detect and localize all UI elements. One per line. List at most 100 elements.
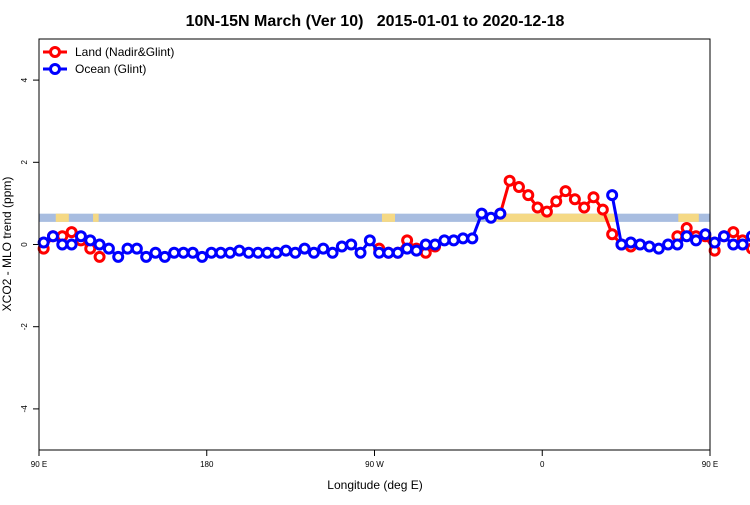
data-point xyxy=(84,234,97,247)
data-point xyxy=(671,238,684,251)
data-point xyxy=(56,238,69,251)
data-point xyxy=(410,244,423,257)
data-point xyxy=(102,242,115,255)
axes: 90 E 180 90 W 0 90 E -4 -2 0 2 4 xyxy=(20,77,718,469)
data-point xyxy=(559,185,572,198)
data-point xyxy=(382,246,395,259)
data-point xyxy=(484,211,497,224)
data-point xyxy=(46,230,59,243)
data-point xyxy=(606,189,619,202)
land-band-segment xyxy=(55,213,69,222)
data-point xyxy=(298,242,311,255)
legend-land-label: Land (Nadir&Glint) xyxy=(75,45,174,59)
data-point xyxy=(615,238,628,251)
data-point xyxy=(93,250,106,263)
data-point xyxy=(606,228,619,241)
series-ocean xyxy=(37,189,750,263)
data-point xyxy=(568,193,581,206)
data-point xyxy=(401,242,414,255)
data-point xyxy=(624,236,637,249)
data-point xyxy=(261,246,274,259)
data-point xyxy=(596,203,609,216)
data-point xyxy=(363,234,376,247)
data-point xyxy=(130,242,143,255)
data-point xyxy=(429,238,442,251)
data-point xyxy=(307,246,320,259)
data-point xyxy=(335,240,348,253)
data-point xyxy=(196,250,209,263)
y-tick-label: 2 xyxy=(20,160,29,165)
chart-title: 10N-15N March (Ver 10) 2015-01-01 to 202… xyxy=(186,13,565,30)
data-point xyxy=(65,226,78,239)
x-tick-label: 90 E xyxy=(31,460,47,469)
data-point xyxy=(578,201,591,214)
legend-ocean-marker xyxy=(49,63,61,75)
data-point xyxy=(242,246,255,259)
data-point xyxy=(512,180,525,193)
land-band-segment xyxy=(381,213,396,222)
data-point xyxy=(587,191,600,204)
data-point xyxy=(233,244,246,257)
legend: Land (Nadir&Glint) Ocean (Glint) xyxy=(43,45,174,76)
data-point xyxy=(214,246,227,259)
data-point xyxy=(345,238,358,251)
data-point xyxy=(224,246,237,259)
data-point xyxy=(186,246,199,259)
data-point xyxy=(419,238,432,251)
data-point xyxy=(717,230,730,243)
data-point xyxy=(168,246,181,259)
x-tick-label: 90 E xyxy=(702,460,718,469)
series-layer xyxy=(37,174,750,263)
plot-frame xyxy=(38,38,711,451)
data-point xyxy=(643,240,656,253)
data-point xyxy=(177,246,190,259)
data-point xyxy=(252,246,265,259)
y-tick-label: -4 xyxy=(20,405,29,413)
data-point xyxy=(708,236,721,249)
data-point xyxy=(466,232,479,245)
data-point xyxy=(550,195,563,208)
land-band-segment xyxy=(495,213,615,222)
data-point xyxy=(74,230,87,243)
data-point xyxy=(522,189,535,202)
data-point xyxy=(438,234,451,247)
data-point xyxy=(289,246,302,259)
data-point xyxy=(65,238,78,251)
y-tick-label: -2 xyxy=(20,323,29,331)
data-point xyxy=(736,238,749,251)
legend-land-marker xyxy=(49,46,61,58)
data-point xyxy=(531,201,544,214)
data-point xyxy=(457,232,470,245)
data-point xyxy=(391,246,404,259)
y-tick-label: 0 xyxy=(20,242,29,247)
data-point xyxy=(373,246,386,259)
data-point xyxy=(112,250,125,263)
land-band-segment xyxy=(678,213,699,222)
background-band xyxy=(39,213,710,222)
x-tick-label: 0 xyxy=(540,460,545,469)
data-point xyxy=(149,246,162,259)
data-point xyxy=(699,228,712,241)
data-point xyxy=(727,226,740,239)
y-tick-label: 4 xyxy=(20,77,29,82)
land-band-segment xyxy=(93,213,99,222)
data-point xyxy=(317,242,330,255)
data-point xyxy=(205,246,218,259)
data-point xyxy=(652,242,665,255)
data-point xyxy=(494,207,507,220)
data-point xyxy=(680,230,693,243)
data-point xyxy=(140,250,153,263)
data-point xyxy=(475,207,488,220)
data-point xyxy=(326,246,339,259)
data-point xyxy=(270,246,283,259)
data-point xyxy=(158,250,171,263)
x-tick-label: 180 xyxy=(200,460,214,469)
data-point xyxy=(447,234,460,247)
data-point xyxy=(121,242,134,255)
data-point xyxy=(727,238,740,251)
data-point xyxy=(503,174,516,187)
legend-ocean-label: Ocean (Glint) xyxy=(75,62,146,76)
data-point xyxy=(37,236,50,249)
